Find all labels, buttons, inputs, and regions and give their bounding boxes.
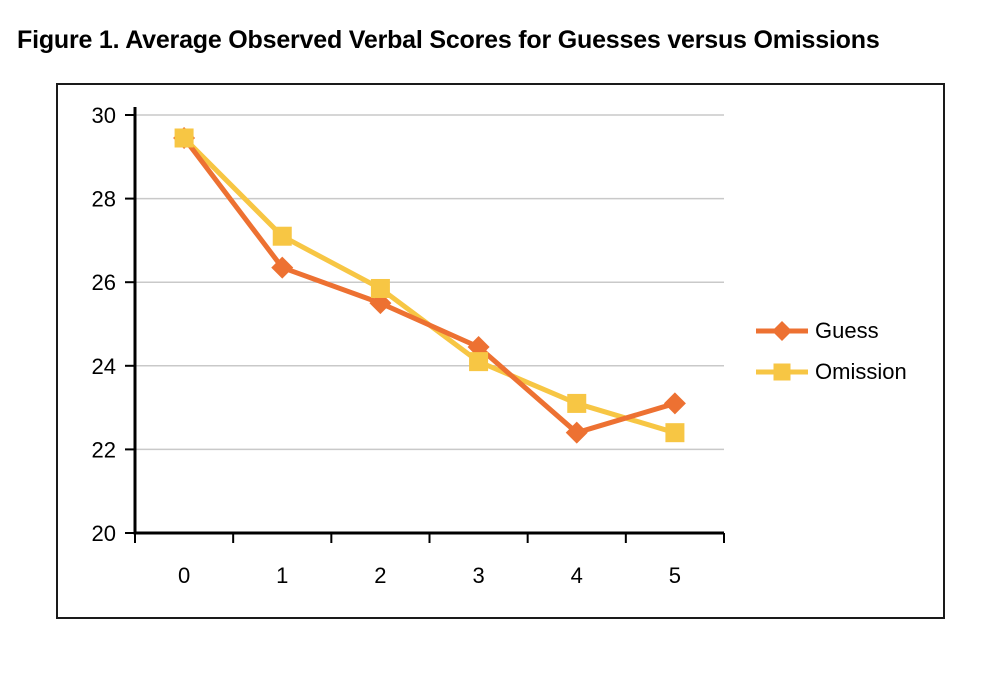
legend-item-omission: Omission xyxy=(756,356,907,388)
series-line-guess xyxy=(181,135,678,436)
x-axis-tick-label: 3 xyxy=(472,563,484,588)
y-axis-tick-label: 24 xyxy=(92,354,116,379)
data-point-omission xyxy=(567,393,587,413)
legend-label-omission: Omission xyxy=(815,359,907,384)
x-axis-tick-label: 5 xyxy=(669,563,681,588)
data-point-omission xyxy=(370,278,390,298)
figure-title: Figure 1. Average Observed Verbal Scores… xyxy=(17,26,880,54)
omission-line-square-icon xyxy=(756,363,808,381)
legend-label-guess: Guess xyxy=(815,318,879,343)
x-axis-tick-label: 2 xyxy=(374,563,386,588)
data-point-omission xyxy=(174,128,194,148)
y-axis-tick-label: 26 xyxy=(92,270,116,295)
data-point-guess xyxy=(663,392,686,415)
y-axis-tick-label: 20 xyxy=(92,521,116,546)
data-point-guess xyxy=(565,421,588,444)
data-point-omission xyxy=(469,352,489,372)
legend: Guess Omission xyxy=(756,315,907,388)
data-point-omission xyxy=(665,423,685,443)
chart-box: 20 22 24 26 28 30 0 1 2 3 4 5 Guess Omission xyxy=(56,83,945,619)
x-axis-tick-label: 1 xyxy=(276,563,288,588)
guess-line-diamond-icon xyxy=(756,321,808,341)
line-chart: 20 22 24 26 28 30 0 1 2 3 4 5 xyxy=(92,103,725,588)
data-point-guess xyxy=(271,256,294,279)
x-axis-tick-label: 4 xyxy=(571,563,583,588)
y-axis-tick-label: 22 xyxy=(92,437,116,462)
series-line-omission xyxy=(181,135,678,436)
y-axis-tick-label: 30 xyxy=(92,103,116,128)
data-point-omission xyxy=(272,226,292,246)
legend-item-guess: Guess xyxy=(756,315,907,347)
y-axis-tick-label: 28 xyxy=(92,187,116,212)
x-axis-tick-label: 0 xyxy=(178,563,190,588)
